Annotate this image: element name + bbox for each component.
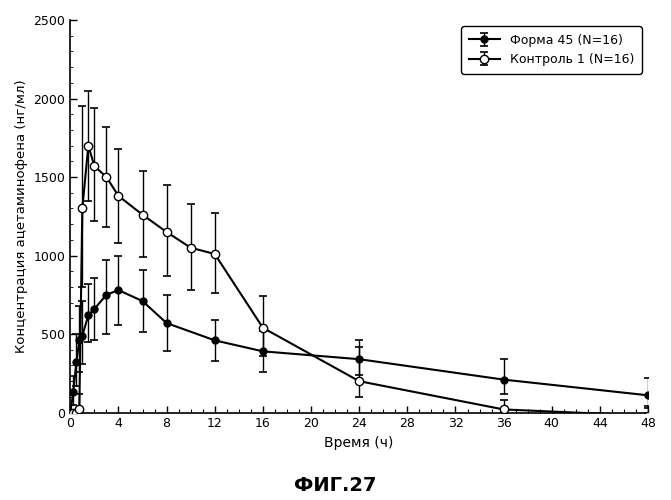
Text: ФИГ.27: ФИГ.27 xyxy=(295,476,376,495)
X-axis label: Время (ч): Время (ч) xyxy=(325,436,394,450)
Legend: Форма 45 (N=16), Контроль 1 (N=16): Форма 45 (N=16), Контроль 1 (N=16) xyxy=(461,26,642,74)
Y-axis label: Концентрация ацетаминофена (нг/мл): Концентрация ацетаминофена (нг/мл) xyxy=(15,80,28,353)
